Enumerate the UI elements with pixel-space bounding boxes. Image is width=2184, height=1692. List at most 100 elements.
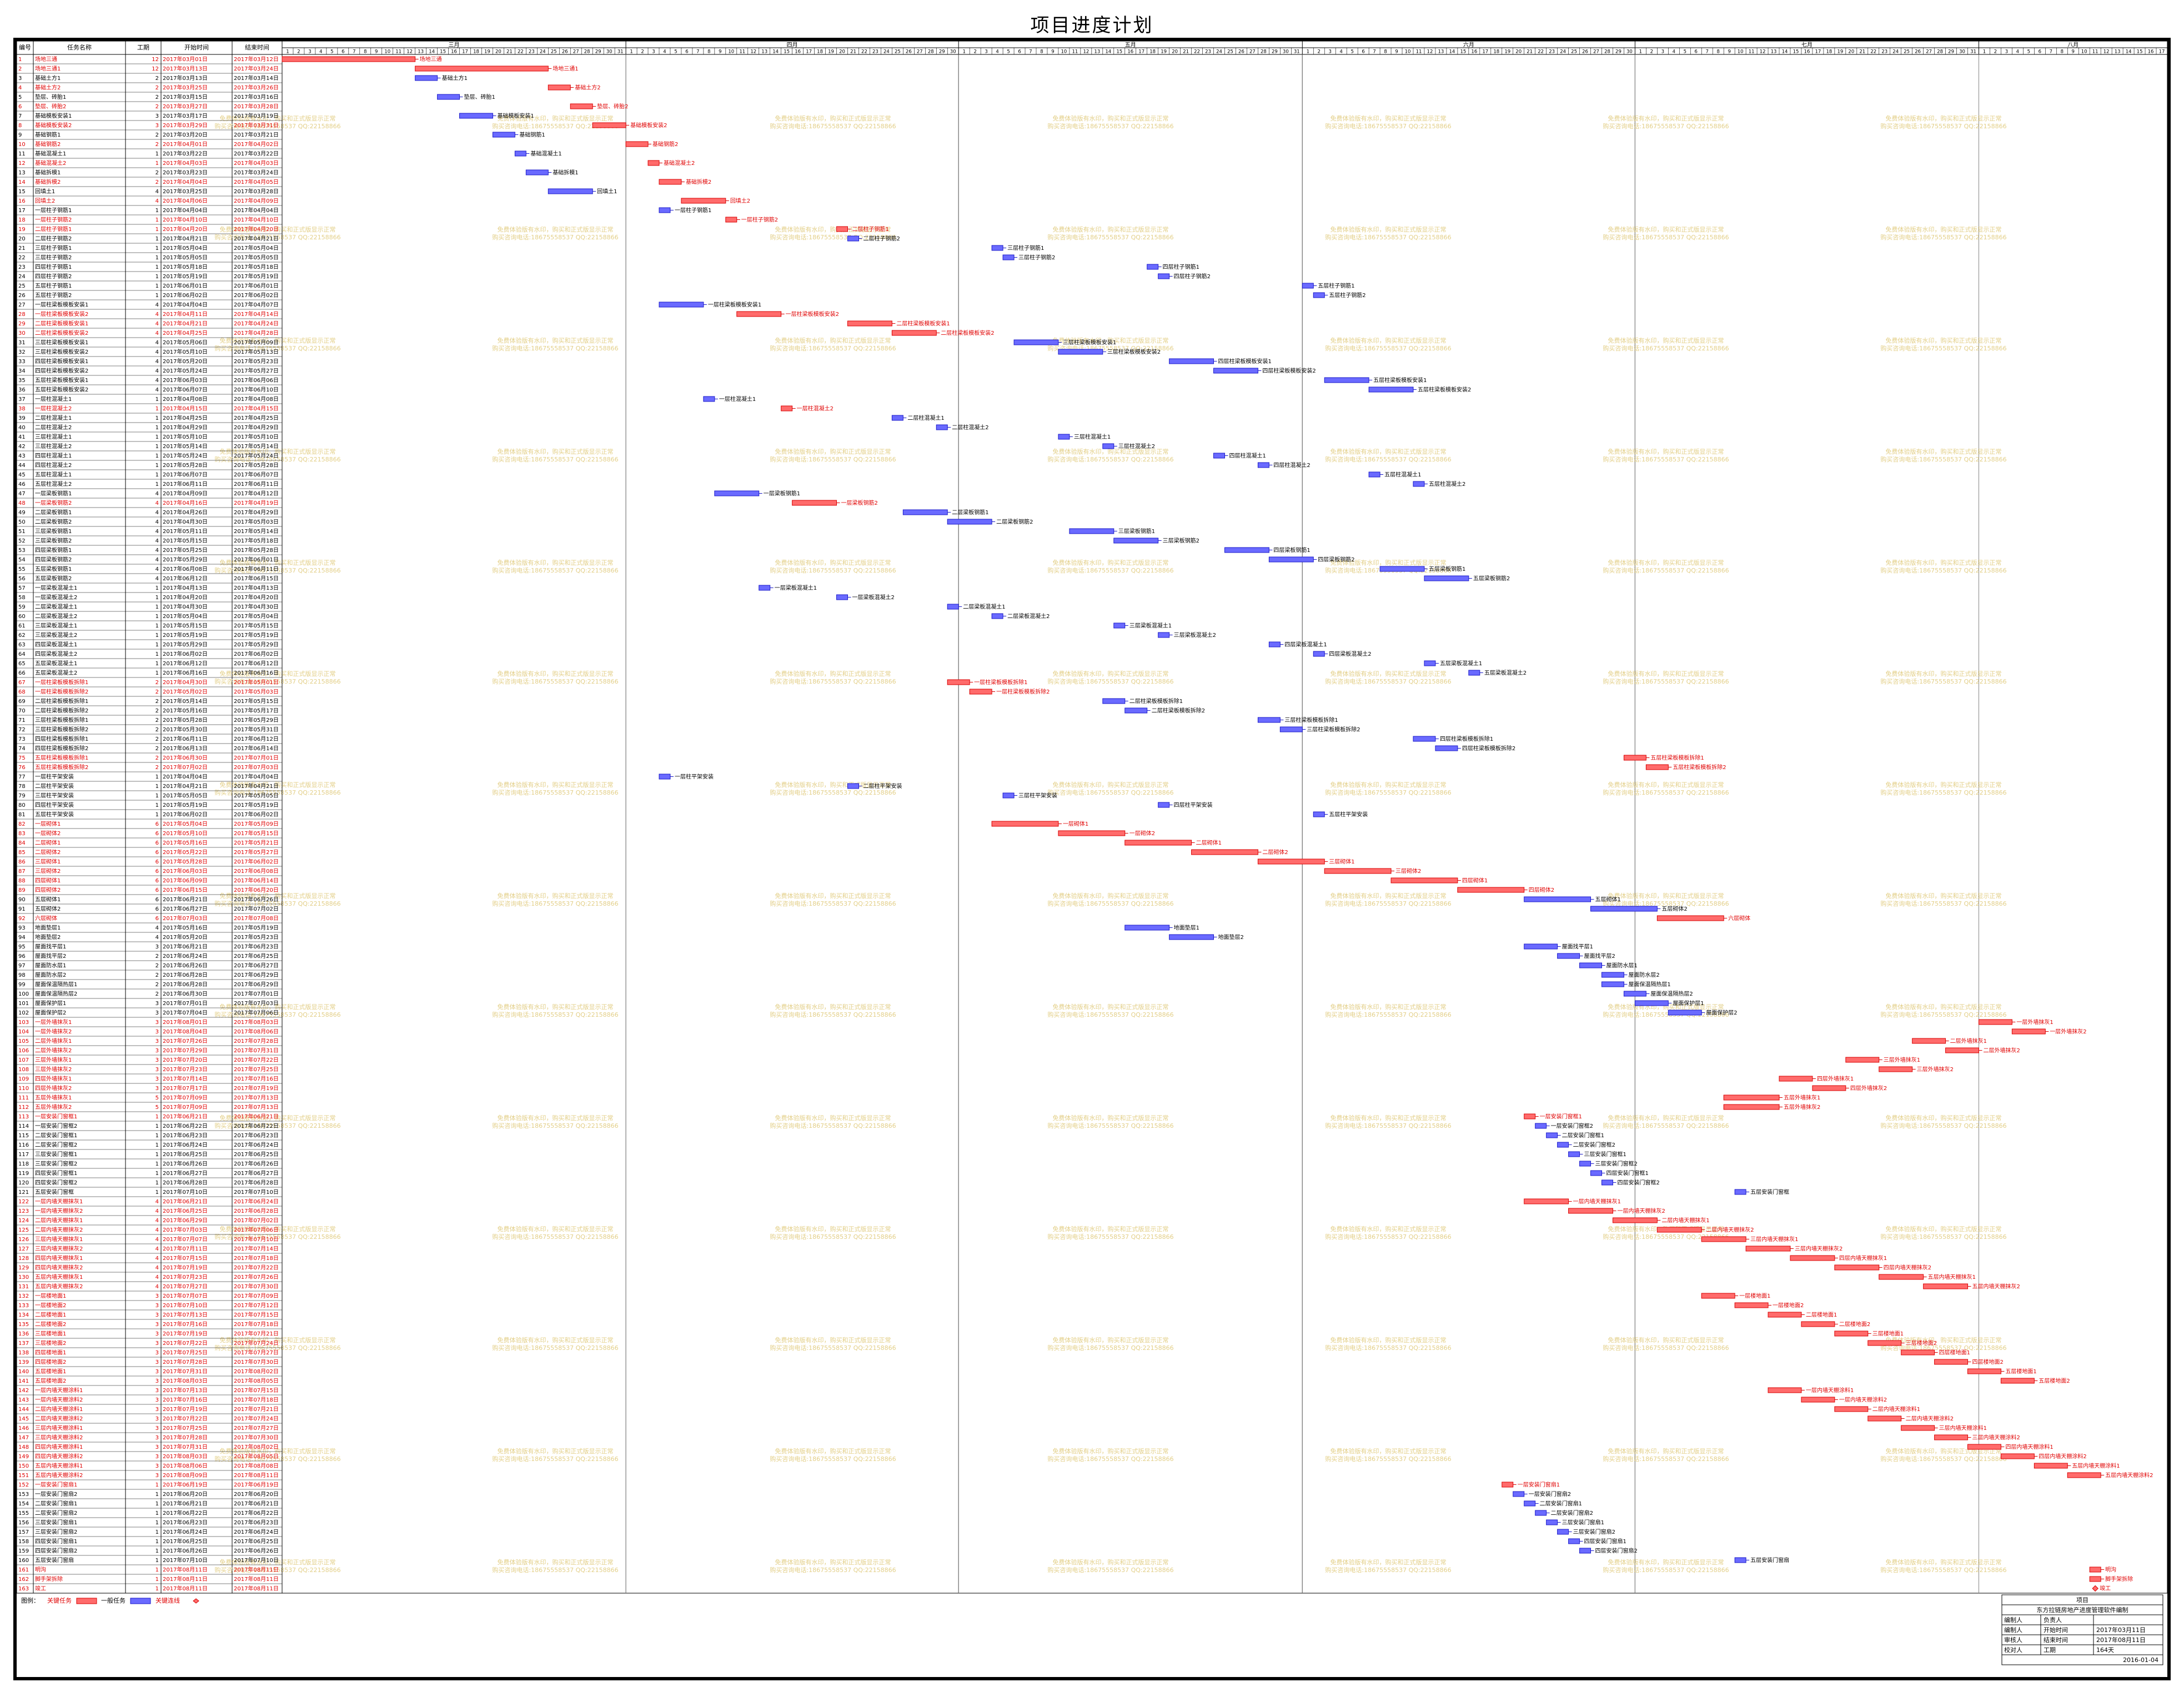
- cell-start: 2017年05月19日: [163, 801, 208, 809]
- cell-duration: 4: [155, 1274, 159, 1281]
- cell-duration: 3: [155, 113, 159, 119]
- cell-id: 79: [18, 793, 26, 799]
- table-row: 60 二层梁板混凝土2 1 2017年05月04日 2017年05月04日: [17, 612, 282, 621]
- cell-duration: 12: [152, 57, 159, 63]
- cell-duration: 2: [155, 708, 159, 714]
- task-bar: [1612, 1217, 1658, 1223]
- cell-id: 26: [18, 293, 26, 299]
- bar-label: 五层柱子钢筋2: [1329, 292, 1365, 299]
- cell-name: 二层柱平架安装: [35, 782, 74, 790]
- day-tick-label: 2: [1994, 49, 1997, 55]
- bar-label: 屋面保温隔热层1: [1628, 981, 1670, 988]
- bar-label: 一层楼地面2: [1773, 1302, 1804, 1309]
- cell-start: 2017年03月15日: [163, 93, 208, 101]
- cell-name: 回填土2: [35, 197, 55, 204]
- cell-id: 1: [18, 57, 22, 63]
- cell-name: 基础拆模2: [35, 178, 61, 185]
- task-bar: [1058, 830, 1126, 836]
- bar-label: 四层柱平架安装: [1174, 801, 1213, 809]
- cell-id: 117: [18, 1152, 29, 1158]
- bar-label: 三层柱梁板模板安装2: [1107, 348, 1161, 355]
- page-title: 项目进度计划: [1030, 14, 1154, 37]
- cell-end: 2017年07月01日: [234, 990, 279, 997]
- cell-id: 127: [18, 1246, 29, 1252]
- table-row: 103 一层外墙抹灰1 3 2017年08月01日 2017年08月03日: [17, 1018, 282, 1027]
- cell-name: 六层砌体: [35, 915, 57, 922]
- bar-label: 一层楼地面1: [1739, 1292, 1770, 1299]
- watermark-text: 购买咨询电话:18675558537 QQ:22158866: [1325, 677, 1451, 685]
- task-bar: [1002, 792, 1015, 799]
- cell-duration: 1: [155, 453, 159, 459]
- bar-label: 四层梁板钢筋2: [1318, 556, 1354, 563]
- bar-label: 二层梁板混凝土2: [1007, 612, 1050, 620]
- cell-end: 2017年04月13日: [234, 584, 279, 591]
- bar-label: 二层外墙抹灰2: [1984, 1047, 2020, 1054]
- cell-duration: 4: [155, 359, 159, 365]
- cell-id: 18: [18, 217, 26, 223]
- cell-end: 2017年05月09日: [234, 339, 279, 346]
- watermark-text: 免费体验版有水印，购买和正式版显示正常: [220, 448, 336, 455]
- cell-name: 一层楼地面2: [35, 1302, 66, 1309]
- cell-start: 2017年06月12日: [163, 660, 208, 667]
- cell-end: 2017年05月14日: [234, 528, 279, 535]
- cell-duration: 1: [155, 217, 159, 223]
- table-row: 104 一层外墙抹灰2 3 2017年08月04日 2017年08月06日: [17, 1028, 282, 1037]
- info-box-cell: 2017年03月11日: [2096, 1626, 2146, 1634]
- cell-start: 2017年06月30日: [163, 754, 208, 761]
- task-bar: [1945, 1047, 1979, 1053]
- cell-name: 明沟: [35, 1566, 46, 1573]
- table-row: 115 二层安装门窗框1 1 2017年06月23日 2017年06月23日: [17, 1132, 282, 1141]
- cell-duration: 1: [155, 151, 159, 157]
- day-tick-label: 20: [839, 49, 845, 55]
- cell-id: 40: [18, 425, 26, 431]
- cell-name: 五层柱平架安装: [35, 811, 74, 818]
- cell-start: 2017年06月22日: [163, 1509, 208, 1517]
- day-tick-label: 11: [739, 49, 745, 55]
- cell-duration: 4: [155, 510, 159, 516]
- cell-id: 144: [18, 1407, 29, 1413]
- task-bar: [1723, 1094, 1780, 1101]
- cell-name: 三层柱梁板模板拆除1: [35, 716, 88, 724]
- cell-end: 2017年06月02日: [234, 858, 279, 865]
- cell-duration: 1: [155, 793, 159, 799]
- cell-id: 160: [18, 1558, 29, 1564]
- cell-end: 2017年05月10日: [234, 433, 279, 440]
- day-tick-label: 5: [674, 49, 677, 55]
- bar-label: 一层安装门窗框2: [1551, 1122, 1593, 1129]
- cell-duration: 3: [155, 1020, 159, 1026]
- cell-id: 102: [18, 1010, 29, 1016]
- cell-name: 四层砌体2: [35, 887, 61, 893]
- day-tick-label: 9: [1395, 49, 1398, 55]
- cell-end: 2017年06月28日: [234, 1207, 279, 1214]
- cell-start: 2017年04月13日: [163, 584, 208, 591]
- cell-name: 三层安装门窗框1: [35, 1151, 77, 1158]
- cell-id: 124: [18, 1218, 29, 1224]
- table-row: 40 二层柱混凝土2 1 2017年04月29日 2017年04月29日: [17, 424, 282, 433]
- cell-start: 2017年05月28日: [163, 716, 208, 724]
- task-bar: [1169, 358, 1214, 364]
- cell-id: 150: [18, 1463, 29, 1469]
- cell-id: 118: [18, 1161, 29, 1167]
- cell-id: 67: [18, 680, 26, 686]
- table-row: 22 三层柱子钢筋2 1 2017年05月05日 2017年05月05日: [17, 254, 282, 263]
- task-bar: [1568, 1151, 1580, 1157]
- cell-start: 2017年07月22日: [163, 1339, 208, 1347]
- watermark-text: 免费体验版有水印，购买和正式版显示正常: [220, 670, 336, 677]
- task-bar: [1102, 443, 1114, 449]
- watermark-text: 购买咨询电话:18675558537 QQ:22158866: [1880, 566, 2006, 574]
- table-row: 20 二层柱子钢筋2 1 2017年04月21日 2017年04月21日: [17, 235, 282, 244]
- day-tick-label: 17: [1138, 49, 1144, 55]
- day-tick-label: 6: [1362, 49, 1364, 55]
- table-row: 57 一层梁板混凝土1 1 2017年04月13日 2017年04月13日: [17, 584, 282, 593]
- cell-id: 133: [18, 1303, 29, 1309]
- legend-title: 图例：: [21, 1596, 39, 1604]
- task-bar: [1213, 453, 1225, 459]
- table-row: 31 三层柱梁板模板安装1 4 2017年05月06日 2017年05月09日: [17, 339, 282, 348]
- bar-label: 四层柱梁板模板安装1: [1218, 358, 1272, 365]
- task-bar: [1623, 991, 1646, 997]
- watermark-text: 免费体验版有水印，购买和正式版显示正常: [1331, 892, 1447, 900]
- bar-label: 一层柱平架安装: [675, 773, 714, 780]
- task-bar: [1324, 868, 1392, 874]
- day-tick-label: 28: [1604, 49, 1610, 55]
- bar-label: 基础混凝土1: [530, 150, 561, 157]
